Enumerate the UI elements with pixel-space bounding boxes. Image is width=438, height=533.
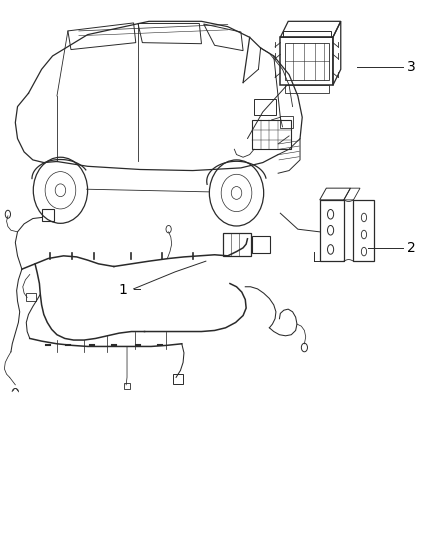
Bar <box>42 209 54 221</box>
Bar <box>280 116 293 128</box>
Bar <box>285 85 328 93</box>
Bar <box>254 99 276 115</box>
Bar <box>26 293 36 301</box>
Bar <box>173 374 183 384</box>
Bar <box>124 383 130 389</box>
Bar <box>285 43 328 80</box>
Bar <box>280 37 333 85</box>
Bar <box>223 233 251 256</box>
Bar <box>320 200 344 261</box>
Bar <box>252 236 270 253</box>
Bar <box>353 200 374 261</box>
Bar <box>283 31 331 37</box>
Text: 3: 3 <box>407 60 416 74</box>
Text: 1: 1 <box>118 284 127 297</box>
Text: 2: 2 <box>407 241 416 255</box>
